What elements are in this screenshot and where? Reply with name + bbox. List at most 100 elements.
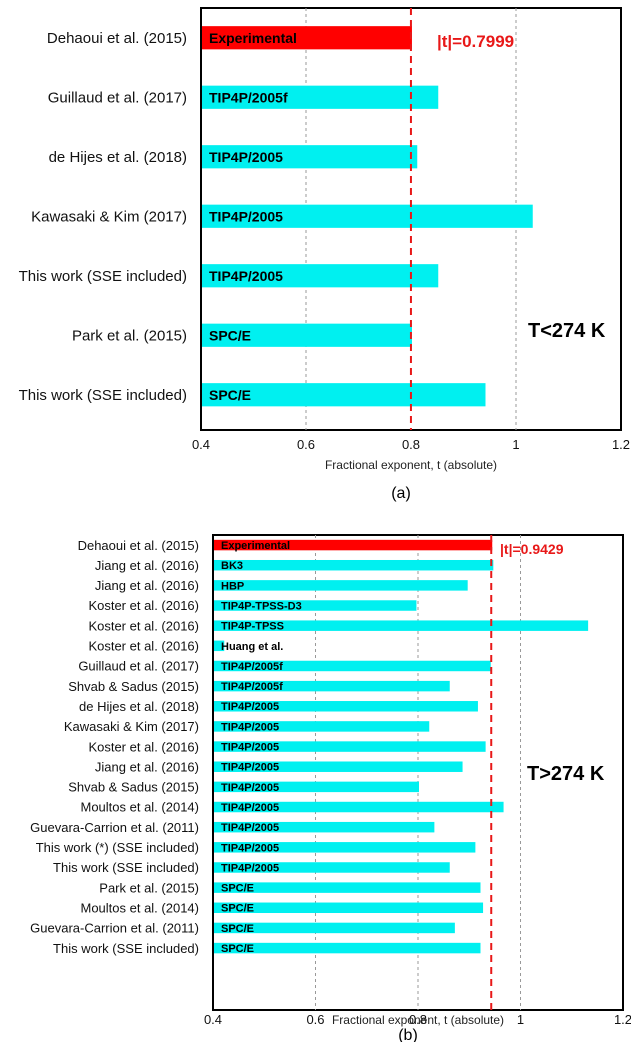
bar bbox=[214, 741, 486, 752]
bar-label: Experimental bbox=[209, 30, 297, 46]
category-label: Koster et al. (2016) bbox=[88, 639, 199, 654]
bar-label: HBP bbox=[221, 580, 244, 592]
bar-label: SPC/E bbox=[221, 923, 254, 935]
x-axis-title: Fractional exponent, t (absolute) bbox=[325, 458, 497, 472]
category-label: Dehaoui et al. (2015) bbox=[78, 538, 199, 553]
bar-label: SPC/E bbox=[209, 327, 251, 343]
category-label: Jiang et al. (2016) bbox=[95, 578, 199, 593]
bar-label: TIP4P/2005f bbox=[209, 89, 288, 105]
category-label: Guevara-Carrion et al. (2011) bbox=[30, 820, 199, 835]
bar bbox=[214, 680, 450, 692]
bar bbox=[214, 640, 225, 652]
bar-experimental bbox=[202, 26, 412, 50]
category-label: Koster et al. (2016) bbox=[88, 739, 199, 754]
bar bbox=[214, 761, 463, 772]
category-label: This work (SSE included) bbox=[19, 387, 187, 404]
x-tick-label: 1.2 bbox=[612, 437, 630, 452]
x-tick-label: 1 bbox=[512, 437, 519, 452]
category-label: This work (SSE included) bbox=[53, 941, 199, 956]
category-label: Shvab & Sadus (2015) bbox=[68, 780, 199, 795]
category-label: Moultos et al. (2014) bbox=[80, 800, 199, 815]
x-tick-label: 1 bbox=[517, 1012, 524, 1027]
region-label: T<274 K bbox=[528, 320, 606, 342]
category-label: de Hijes et al. (2018) bbox=[49, 149, 187, 166]
panel-label: (b) bbox=[398, 1027, 418, 1042]
bar bbox=[214, 942, 481, 954]
category-label: Dehaoui et al. (2015) bbox=[47, 30, 187, 47]
bar-label: TIP4P/2005 bbox=[221, 842, 279, 854]
bar-label: TIP4P/2005 bbox=[221, 762, 279, 774]
bar-label: TIP4P/2005 bbox=[221, 721, 279, 733]
bar-label: TIP4P/2005f bbox=[221, 661, 283, 673]
bar-label: SPC/E bbox=[221, 943, 254, 955]
bar bbox=[214, 660, 491, 672]
bar bbox=[214, 922, 455, 934]
category-label: Park et al. (2015) bbox=[72, 328, 187, 345]
x-tick-label: 0.6 bbox=[297, 437, 315, 452]
bar-label: TIP4P/2005 bbox=[221, 802, 279, 814]
category-label: This work (*) (SSE included) bbox=[36, 840, 199, 855]
x-tick-label: 0.8 bbox=[402, 437, 420, 452]
bar-label: TIP4P-TPSS bbox=[221, 621, 284, 633]
category-label: Koster et al. (2016) bbox=[88, 598, 199, 613]
bar-label: BK3 bbox=[221, 560, 243, 572]
bar-label: Experimental bbox=[221, 540, 290, 552]
bar-experimental bbox=[214, 539, 493, 551]
x-tick-label: 0.6 bbox=[306, 1012, 324, 1027]
x-tick-label: 1.2 bbox=[614, 1012, 631, 1027]
bar-label: SPC/E bbox=[221, 883, 254, 895]
bar bbox=[214, 721, 430, 732]
bar bbox=[214, 620, 589, 631]
x-tick-label: 0.4 bbox=[204, 1012, 222, 1027]
bar bbox=[214, 559, 494, 571]
bar-label: TIP4P/2005 bbox=[209, 149, 283, 165]
category-label: Kawasaki & Kim (2017) bbox=[64, 719, 199, 734]
bar bbox=[214, 902, 484, 914]
x-tick-label: 0.8 bbox=[409, 1012, 427, 1027]
category-label: Park et al. (2015) bbox=[99, 880, 199, 895]
category-label: Guillaud et al. (2017) bbox=[48, 90, 187, 107]
category-label: Koster et al. (2016) bbox=[88, 618, 199, 633]
bar-label: TIP4P/2005 bbox=[221, 822, 279, 834]
bar bbox=[214, 580, 468, 591]
category-label: de Hijes et al. (2018) bbox=[79, 699, 199, 714]
bar-label: TIP4P/2005 bbox=[221, 701, 279, 713]
bar bbox=[202, 383, 486, 407]
bar bbox=[202, 85, 439, 109]
bar-label: TIP4P/2005 bbox=[209, 268, 283, 284]
category-label: Guevara-Carrion et al. (2011) bbox=[30, 921, 199, 936]
bar bbox=[202, 264, 439, 288]
reference-annotation: |t|=0.7999 bbox=[437, 32, 514, 51]
bar bbox=[202, 323, 412, 347]
bar bbox=[214, 701, 478, 712]
bar bbox=[214, 801, 504, 813]
bar-label: Huang et al. bbox=[221, 641, 283, 653]
region-label: T>274 K bbox=[527, 763, 605, 785]
bar bbox=[202, 204, 533, 228]
x-tick-label: 0.4 bbox=[192, 437, 210, 452]
category-label: This work (SSE included) bbox=[19, 268, 187, 285]
panel-label: (a) bbox=[391, 485, 411, 502]
category-label: Jiang et al. (2016) bbox=[95, 759, 199, 774]
bar-label: TIP4P/2005 bbox=[221, 742, 279, 754]
x-axis-title: Fractional exponent, t (absolute) bbox=[332, 1013, 504, 1027]
bar-label: SPC/E bbox=[221, 903, 254, 915]
chart-panel-b: Experimental Dehaoui et al. (2015) BK3 Jian… bbox=[30, 534, 631, 1042]
bar bbox=[214, 862, 450, 873]
bar-label: SPC/E bbox=[209, 387, 251, 403]
category-label: Shvab & Sadus (2015) bbox=[68, 679, 199, 694]
bar-label: TIP4P-TPSS-D3 bbox=[221, 600, 302, 612]
category-label: Moultos et al. (2014) bbox=[80, 900, 199, 915]
bar bbox=[214, 842, 476, 853]
category-label: Kawasaki & Kim (2017) bbox=[31, 209, 187, 226]
bar bbox=[214, 781, 419, 793]
bar-label: TIP4P/2005 bbox=[221, 862, 279, 874]
bar-label: TIP4P/2005f bbox=[221, 681, 283, 693]
bar bbox=[214, 882, 481, 893]
category-label: Guillaud et al. (2017) bbox=[78, 659, 199, 674]
bar bbox=[202, 145, 418, 169]
reference-annotation: |t|=0.9429 bbox=[500, 541, 564, 557]
bar bbox=[214, 600, 417, 611]
category-label: Jiang et al. (2016) bbox=[95, 558, 199, 573]
